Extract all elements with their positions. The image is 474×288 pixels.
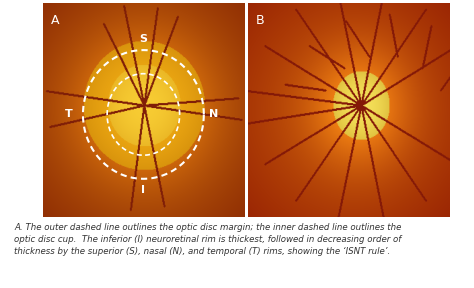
Text: A: A: [51, 14, 59, 26]
Text: B: B: [256, 14, 264, 26]
Text: S: S: [139, 34, 147, 44]
Text: N: N: [209, 109, 219, 120]
Text: A. The outer dashed line outlines the optic disc margin; the inner dashed line o: A. The outer dashed line outlines the op…: [14, 223, 401, 256]
Text: T: T: [65, 109, 73, 120]
Text: I: I: [141, 185, 146, 195]
